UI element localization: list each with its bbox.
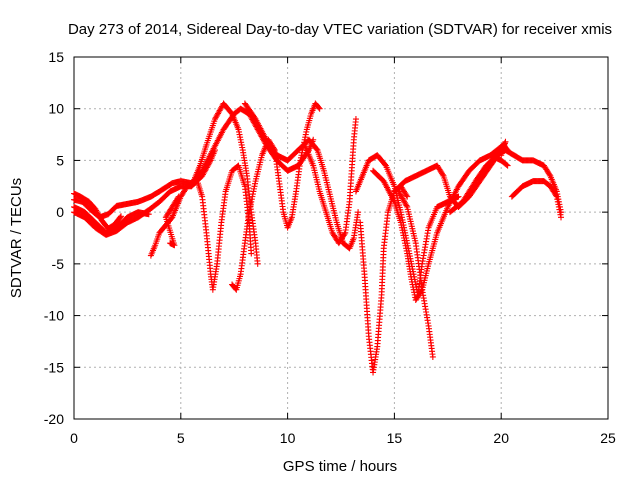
data-point — [546, 171, 553, 178]
chart-title: Day 273 of 2014, Sidereal Day-to-day VTE… — [68, 21, 612, 38]
data-series-arc10 — [241, 100, 362, 252]
plot-frame — [73, 56, 609, 420]
x-tick-label: 0 — [70, 430, 78, 446]
data-point — [504, 162, 511, 169]
data-point — [429, 353, 436, 360]
data-point — [313, 146, 320, 153]
data-point — [439, 171, 446, 178]
y-tick-label: 10 — [48, 101, 64, 117]
data-series-arc13 — [352, 152, 462, 298]
data-layer — [71, 100, 565, 376]
grid-layer — [74, 57, 608, 419]
y-tick-label: -20 — [44, 411, 64, 427]
y-tick-label: -15 — [44, 359, 64, 375]
data-point — [552, 192, 559, 199]
x-tick-label: 15 — [387, 430, 403, 446]
data-point — [455, 193, 462, 200]
y-tick-label: 5 — [56, 152, 64, 168]
data-series-arc18 — [508, 178, 565, 221]
data-series-arc11 — [301, 116, 359, 247]
data-point — [315, 104, 322, 111]
data-point — [558, 214, 565, 221]
data-point — [352, 116, 359, 123]
data-point — [503, 146, 510, 153]
data-series-arc14 — [370, 152, 511, 304]
y-axis-label: SDTVAR / TECUs — [8, 178, 25, 298]
data-series-arc4 — [71, 147, 218, 238]
data-point — [503, 161, 510, 168]
y-tick-label: -5 — [52, 256, 65, 272]
axis-layer: 0 5 10 15 20 25 -20 -15 -10 -5 0 5 10 15 — [44, 49, 616, 446]
y-tick-label: 0 — [56, 204, 64, 220]
data-point — [404, 193, 411, 200]
x-tick-label: 10 — [280, 430, 296, 446]
data-point — [504, 147, 511, 154]
data-point — [117, 213, 124, 220]
data-point — [341, 231, 348, 238]
x-tick-label: 20 — [493, 430, 509, 446]
data-point — [403, 192, 410, 199]
data-point — [248, 250, 255, 257]
data-point — [254, 260, 261, 267]
y-tick-label: -10 — [44, 308, 64, 324]
data-point — [117, 214, 124, 221]
data-point — [174, 194, 181, 201]
data-point — [355, 209, 362, 216]
data-series-arc19 — [487, 141, 511, 159]
data-point — [403, 202, 410, 209]
x-tick-label: 25 — [600, 430, 616, 446]
x-tick-label: 5 — [177, 430, 185, 446]
x-axis-label: GPS time / hours — [283, 458, 397, 475]
data-point — [175, 193, 182, 200]
y-tick-label: 15 — [48, 49, 64, 65]
data-series-arc12 — [357, 183, 411, 376]
data-series-arc6 — [162, 193, 182, 249]
data-series-arc7 — [194, 162, 255, 293]
data-point — [316, 105, 323, 112]
data-series-arc15 — [395, 188, 436, 360]
data-series-arc3 — [71, 178, 195, 221]
